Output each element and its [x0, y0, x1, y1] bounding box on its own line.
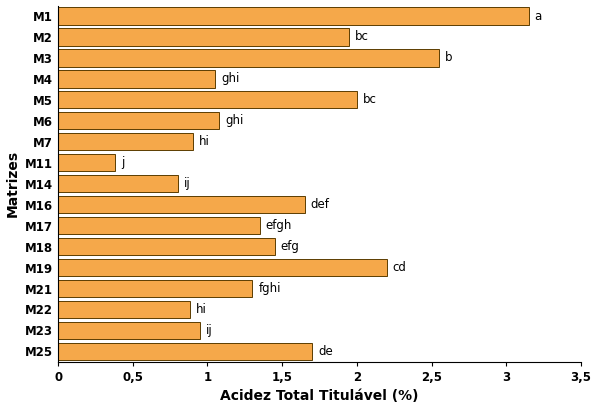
Bar: [58, 154, 115, 171]
Text: fghi: fghi: [259, 282, 281, 295]
Text: def: def: [310, 198, 330, 211]
Text: j: j: [121, 156, 124, 169]
Text: bc: bc: [355, 31, 370, 43]
Bar: [58, 238, 275, 255]
Text: efg: efg: [281, 240, 300, 253]
Bar: [58, 133, 193, 151]
Text: ij: ij: [184, 177, 190, 190]
Bar: [58, 343, 312, 360]
Text: cd: cd: [393, 261, 407, 274]
Bar: [58, 28, 349, 45]
Bar: [58, 49, 439, 67]
Text: hi: hi: [199, 135, 210, 148]
Text: efgh: efgh: [266, 219, 292, 232]
Bar: [58, 280, 253, 297]
Text: ij: ij: [206, 324, 213, 337]
Y-axis label: Matrizes: Matrizes: [5, 150, 20, 217]
Bar: [58, 322, 200, 339]
Bar: [58, 70, 215, 88]
Bar: [58, 91, 357, 108]
Text: bc: bc: [363, 93, 377, 106]
Text: ghi: ghi: [221, 72, 239, 85]
Text: de: de: [318, 345, 333, 358]
Text: a: a: [535, 9, 542, 22]
Bar: [58, 259, 387, 276]
Text: hi: hi: [196, 303, 207, 316]
Bar: [58, 301, 190, 318]
Text: ghi: ghi: [226, 115, 244, 127]
Bar: [58, 7, 529, 25]
Bar: [58, 217, 260, 234]
X-axis label: Acidez Total Titulável (%): Acidez Total Titulável (%): [220, 389, 418, 403]
Bar: [58, 175, 177, 192]
Bar: [58, 196, 304, 213]
Bar: [58, 112, 220, 129]
Text: b: b: [445, 52, 453, 65]
